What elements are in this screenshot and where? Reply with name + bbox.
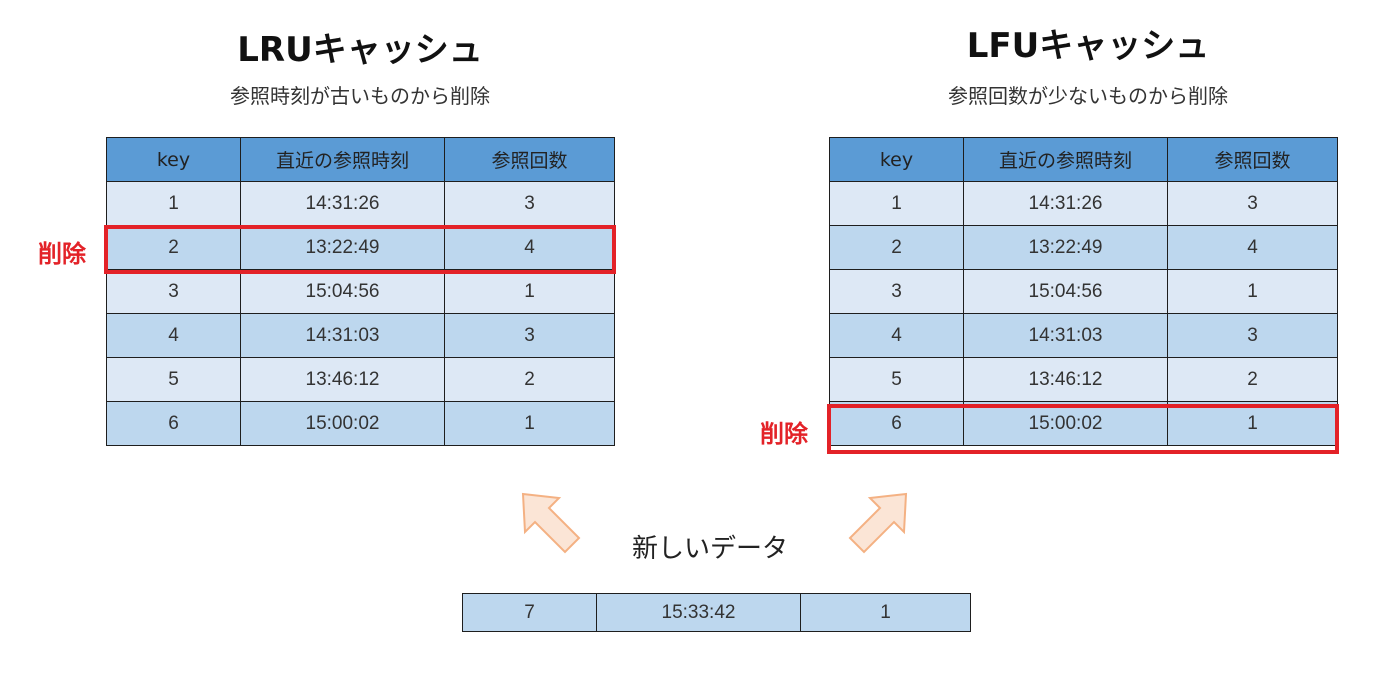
count-cell: 3 [444, 313, 615, 358]
lfu-header-count: 参照回数 [1167, 137, 1338, 182]
count-cell: 1 [800, 593, 971, 632]
table-row: 7 15:33:42 1 [462, 593, 971, 632]
key-cell: 4 [829, 313, 964, 358]
table-row: 5 13:46:12 2 [829, 357, 1338, 402]
lfu-header-key: key [829, 137, 964, 182]
count-cell: 1 [1167, 269, 1338, 314]
count-cell: 2 [1167, 357, 1338, 402]
table-row: 4 14:31:03 3 [106, 313, 615, 358]
lfu-subtitle: 参照回数が少ないものから削除 [948, 84, 1228, 108]
new-data-table: 7 15:33:42 1 [462, 593, 971, 632]
count-cell: 1 [1167, 401, 1338, 446]
key-cell: 1 [106, 181, 241, 226]
table-row: 2 13:22:49 4 [106, 225, 615, 270]
count-cell: 4 [1167, 225, 1338, 270]
time-cell: 13:22:49 [240, 225, 445, 270]
table-row: 1 14:31:26 3 [106, 181, 615, 226]
key-cell: 5 [829, 357, 964, 402]
lfu-delete-label: 削除 [760, 420, 808, 448]
time-cell: 15:04:56 [240, 269, 445, 314]
key-cell: 2 [106, 225, 241, 270]
arrow-up-left-icon [521, 492, 581, 554]
time-cell: 15:04:56 [963, 269, 1168, 314]
lfu-delete-highlight [827, 404, 1339, 454]
time-cell: 14:31:03 [963, 313, 1168, 358]
count-cell: 1 [444, 401, 615, 446]
lru-delete-highlight [104, 225, 616, 274]
table-row: 6 15:00:02 1 [106, 401, 615, 446]
time-cell: 13:22:49 [963, 225, 1168, 270]
table-row: 3 15:04:56 1 [829, 269, 1338, 314]
time-cell: 15:33:42 [596, 593, 801, 632]
arrow-up-right-icon [848, 492, 908, 554]
time-cell: 14:31:03 [240, 313, 445, 358]
lru-header-count: 参照回数 [444, 137, 615, 182]
time-cell: 15:00:02 [963, 401, 1168, 446]
count-cell: 3 [1167, 181, 1338, 226]
time-cell: 13:46:12 [963, 357, 1168, 402]
key-cell: 3 [106, 269, 241, 314]
lfu-header-row: key 直近の参照時刻 参照回数 [829, 137, 1338, 182]
count-cell: 3 [1167, 313, 1338, 358]
lfu-title: LFUキャッシュ [966, 26, 1210, 66]
count-cell: 1 [444, 269, 615, 314]
table-row: 6 15:00:02 1 [829, 401, 1338, 446]
lru-subtitle: 参照時刻が古いものから削除 [230, 84, 490, 108]
table-row: 2 13:22:49 4 [829, 225, 1338, 270]
key-cell: 6 [829, 401, 964, 446]
lru-header-key: key [106, 137, 241, 182]
key-cell: 5 [106, 357, 241, 402]
time-cell: 14:31:26 [963, 181, 1168, 226]
table-row: 1 14:31:26 3 [829, 181, 1338, 226]
count-cell: 2 [444, 357, 615, 402]
key-cell: 3 [829, 269, 964, 314]
key-cell: 7 [462, 593, 597, 632]
lru-title: LRUキャッシュ [237, 30, 483, 70]
key-cell: 2 [829, 225, 964, 270]
time-cell: 14:31:26 [240, 181, 445, 226]
table-row: 5 13:46:12 2 [106, 357, 615, 402]
key-cell: 4 [106, 313, 241, 358]
key-cell: 1 [829, 181, 964, 226]
table-row: 4 14:31:03 3 [829, 313, 1338, 358]
key-cell: 6 [106, 401, 241, 446]
lru-header-time: 直近の参照時刻 [240, 137, 445, 182]
lru-header-row: key 直近の参照時刻 参照回数 [106, 137, 615, 182]
lru-delete-label: 削除 [38, 240, 86, 268]
table-row: 3 15:04:56 1 [106, 269, 615, 314]
time-cell: 15:00:02 [240, 401, 445, 446]
time-cell: 13:46:12 [240, 357, 445, 402]
count-cell: 4 [444, 225, 615, 270]
new-data-label: 新しいデータ [632, 534, 789, 564]
lfu-table: key 直近の参照時刻 参照回数 1 14:31:26 3 2 13:22:49… [829, 137, 1338, 446]
lru-table: key 直近の参照時刻 参照回数 1 14:31:26 3 2 13:22:49… [106, 137, 615, 446]
count-cell: 3 [444, 181, 615, 226]
lfu-header-time: 直近の参照時刻 [963, 137, 1168, 182]
